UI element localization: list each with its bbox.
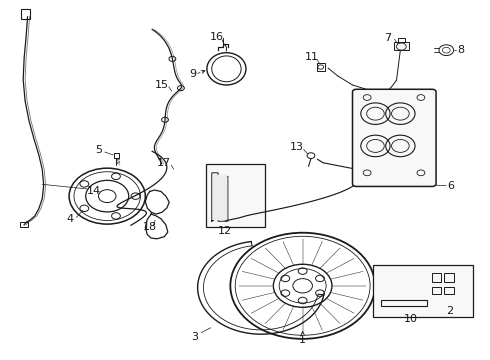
Text: 7: 7	[384, 33, 391, 42]
Text: 10: 10	[404, 314, 418, 324]
Text: 3: 3	[191, 332, 198, 342]
Text: 6: 6	[448, 181, 455, 192]
Polygon shape	[213, 175, 226, 220]
Text: 5: 5	[95, 145, 102, 155]
Text: 18: 18	[143, 222, 157, 232]
Text: 8: 8	[457, 45, 465, 55]
FancyBboxPatch shape	[352, 89, 436, 186]
Text: 15: 15	[155, 80, 169, 90]
Bar	[20, 222, 28, 226]
Text: 4: 4	[67, 215, 74, 224]
Bar	[114, 153, 119, 158]
Bar	[444, 273, 454, 282]
Text: 17: 17	[157, 158, 171, 168]
Text: 1: 1	[299, 334, 306, 345]
Text: 9: 9	[189, 69, 196, 79]
Text: 12: 12	[218, 226, 232, 236]
Text: 11: 11	[304, 52, 319, 62]
Bar	[398, 38, 405, 42]
Bar	[21, 9, 30, 19]
Text: 16: 16	[210, 32, 224, 42]
Text: 2: 2	[446, 306, 453, 315]
Bar	[317, 63, 325, 71]
Bar	[432, 273, 441, 282]
Bar	[394, 42, 409, 50]
Bar	[373, 265, 473, 317]
Bar	[206, 164, 265, 226]
Text: 14: 14	[86, 186, 100, 196]
Text: 13: 13	[290, 142, 304, 152]
Bar	[444, 287, 454, 294]
Bar	[381, 300, 427, 306]
Bar	[432, 287, 441, 294]
